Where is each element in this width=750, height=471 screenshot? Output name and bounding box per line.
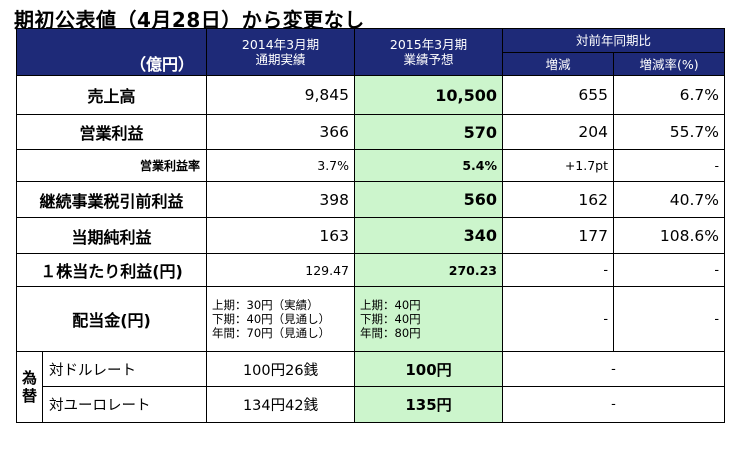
change-value: 655: [502, 75, 615, 115]
table-row: 営業利益 366 570 204 55.7%: [15, 114, 726, 150]
row-label: 営業利益率: [15, 149, 208, 182]
fy2015-value: 10,500: [354, 75, 504, 115]
dividend-fy2015: 上期：40円 下期：40円 年間：80円: [354, 286, 504, 352]
table-row: 営業利益率 3.7% 5.4% +1.7pt -: [15, 149, 726, 182]
table-row: 売上高 9,845 10,500 655 6.7%: [15, 75, 726, 115]
fx-eur-label: 対ユーロレート: [41, 386, 208, 423]
financial-forecast-table: （億円） 2014年3月期 通期実績 2015年3月期 業績予想 対前年同期比 …: [15, 28, 726, 423]
table-row: 当期純利益 163 340 177 108.6%: [15, 217, 726, 254]
change-value: -: [502, 253, 615, 287]
fy2015-header: 2015年3月期 業績予想: [354, 28, 504, 76]
row-label: 継続事業税引前利益: [15, 181, 208, 218]
fx-usd-row: 為 替 対ドルレート 100円26銭 100円 -: [16, 351, 726, 423]
fy2014-header: 2014年3月期 通期実績: [206, 28, 356, 76]
fx-usd-fy2015: 100円: [354, 351, 504, 387]
change-rate-value: 55.7%: [613, 114, 726, 150]
fy2014-value: 163: [206, 217, 356, 254]
change-value: 177: [502, 217, 615, 254]
fx-eur-fy2015: 135円: [354, 386, 504, 423]
fx-eur-change: -: [502, 386, 726, 423]
change-rate-header: 増減率(%): [613, 52, 726, 76]
table-row: 継続事業税引前利益 398 560 162 40.7%: [15, 181, 726, 218]
dividend-change-rate: -: [613, 286, 726, 352]
unit-header: （億円）: [15, 28, 208, 76]
change-rate-value: 6.7%: [613, 75, 726, 115]
row-label: 営業利益: [15, 114, 208, 150]
fy2014-value: 366: [206, 114, 356, 150]
dividend-change: -: [502, 286, 615, 352]
change-rate-value: 40.7%: [613, 181, 726, 218]
change-header: 増減: [502, 52, 615, 76]
change-value: 162: [502, 181, 615, 218]
dividend-label: 配当金(円): [15, 286, 208, 352]
dividend-fy2014: 上期：30円（実績） 下期：40円（見通し） 年間：70円（見通し）: [206, 286, 356, 352]
fy2015-value: 270.23: [354, 253, 504, 287]
row-label: １株当たり利益(円): [15, 253, 208, 287]
fx-side-label: 為 替: [16, 351, 43, 423]
fy2014-value: 9,845: [206, 75, 356, 115]
yoy-header: 対前年同期比: [502, 28, 726, 53]
fy2015-value: 340: [354, 217, 504, 254]
change-value: 204: [502, 114, 615, 150]
row-label: 売上高: [15, 75, 208, 115]
change-rate-value: -: [613, 253, 726, 287]
change-rate-value: -: [613, 149, 726, 182]
fx-usd-label: 対ドルレート: [41, 351, 208, 387]
fy2015-value: 570: [354, 114, 504, 150]
dividend-row: 配当金(円) 上期：30円（実績） 下期：40円（見通し） 年間：70円（見通し…: [15, 286, 726, 352]
fy2015-value: 5.4%: [354, 149, 504, 182]
fx-eur-fy2014: 134円42銭: [206, 386, 356, 423]
fy2014-value: 129.47: [206, 253, 356, 287]
change-rate-value: 108.6%: [613, 217, 726, 254]
fy2014-value: 398: [206, 181, 356, 218]
fx-usd-fy2014: 100円26銭: [206, 351, 356, 387]
fx-eur-row: 対ユーロレート 134円42銭 135円 -: [17, 386, 726, 423]
change-value: +1.7pt: [502, 149, 615, 182]
row-label: 当期純利益: [15, 217, 208, 254]
fx-usd-change: -: [502, 351, 726, 387]
fy2014-value: 3.7%: [206, 149, 356, 182]
table-row: １株当たり利益(円) 129.47 270.23 - -: [15, 253, 726, 287]
fy2015-value: 560: [354, 181, 504, 218]
